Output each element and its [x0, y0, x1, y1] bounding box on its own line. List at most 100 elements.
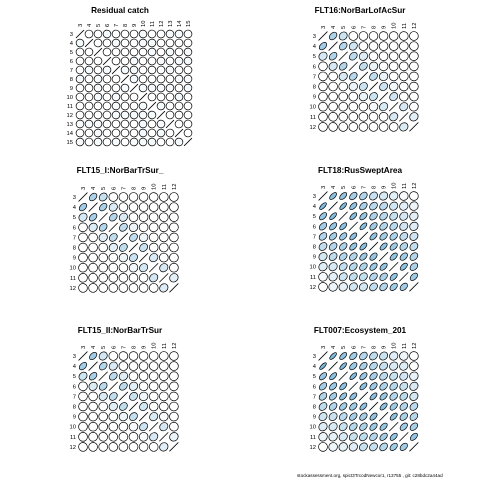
- correlation-ellipse: [128, 273, 139, 283]
- column-tick-label: 12: [412, 183, 418, 189]
- correlation-ellipse: [359, 272, 368, 282]
- correlation-ellipse: [108, 242, 118, 253]
- correlation-ellipse: [183, 65, 193, 75]
- correlation-ellipse: [138, 38, 148, 48]
- column-tick-label: 3: [321, 346, 327, 349]
- correlation-ellipse: [120, 38, 130, 48]
- correlation-ellipse: [84, 110, 94, 120]
- column-tick-label: 7: [114, 24, 120, 27]
- column-tick-label: 6: [351, 26, 357, 29]
- correlation-ellipse: [75, 110, 85, 120]
- correlation-ellipse: [388, 41, 399, 51]
- correlation-ellipse: [318, 392, 328, 401]
- correlation-ellipse: [148, 401, 159, 412]
- correlation-ellipse: [118, 273, 129, 283]
- diagonal-mark: [118, 391, 129, 402]
- diagonal-mark: [318, 31, 328, 41]
- correlation-ellipse: [108, 411, 119, 422]
- correlation-ellipse: [128, 381, 139, 391]
- correlation-ellipse: [147, 128, 157, 138]
- diagonal-mark: [388, 261, 399, 272]
- correlation-ellipse: [359, 191, 368, 201]
- correlation-ellipse: [318, 222, 328, 231]
- correlation-ellipse: [389, 282, 398, 291]
- correlation-ellipse: [129, 233, 138, 242]
- correlation-ellipse: [409, 51, 419, 61]
- correlation-ellipse: [399, 91, 409, 102]
- correlation-ellipse: [165, 65, 175, 75]
- correlation-ellipse: [109, 212, 118, 222]
- correlation-ellipse: [339, 222, 348, 231]
- correlation-ellipse: [183, 128, 193, 138]
- correlation-ellipse: [109, 371, 118, 381]
- row-tick-label: 6: [73, 384, 76, 390]
- diagonal-mark: [338, 51, 348, 61]
- correlation-ellipse: [102, 137, 112, 147]
- diagonal-mark: [348, 221, 359, 232]
- correlation-ellipse: [339, 362, 347, 370]
- correlation-ellipse: [399, 381, 409, 391]
- correlation-ellipse: [138, 283, 149, 293]
- correlation-ellipse: [108, 273, 119, 283]
- correlation-ellipse: [129, 65, 139, 75]
- correlation-ellipse: [138, 137, 148, 147]
- column-tick-label: 5: [341, 346, 347, 349]
- correlation-ellipse: [399, 41, 409, 51]
- diagonal-mark: [159, 432, 169, 442]
- panel-2: FLT16:NorBarLofAcSur 3 4 5 6 7 8 9 10 11 12 3 4 5 6 7 8 9…: [310, 6, 419, 132]
- correlation-ellipse: [98, 442, 108, 452]
- row-tick-label: 9: [313, 415, 316, 421]
- correlation-ellipse: [159, 242, 169, 253]
- correlation-ellipse: [378, 112, 389, 122]
- correlation-ellipse: [138, 381, 149, 392]
- correlation-ellipse: [338, 101, 348, 112]
- row-tick-label: 7: [313, 74, 316, 80]
- correlation-ellipse: [147, 110, 157, 120]
- correlation-ellipse: [409, 41, 419, 51]
- correlation-ellipse: [339, 382, 348, 391]
- correlation-ellipse: [389, 201, 399, 211]
- correlation-ellipse: [183, 92, 193, 102]
- column-tick-label: 8: [372, 186, 378, 189]
- correlation-ellipse: [89, 351, 98, 361]
- correlation-ellipse: [102, 74, 112, 84]
- diagonal-mark: [378, 91, 389, 102]
- correlation-ellipse: [338, 422, 348, 432]
- row-tick-label: 11: [67, 104, 73, 110]
- diagonal-mark: [358, 231, 369, 242]
- correlation-ellipse: [358, 101, 369, 112]
- correlation-ellipse: [339, 402, 348, 411]
- correlation-ellipse: [111, 38, 121, 48]
- correlation-ellipse: [349, 351, 358, 361]
- row-tick-label: 11: [70, 435, 76, 441]
- correlation-ellipse: [148, 202, 159, 212]
- correlation-ellipse: [88, 372, 98, 381]
- correlation-ellipse: [409, 31, 419, 41]
- column-tick-label: 12: [172, 184, 178, 190]
- diagonal-mark: [98, 371, 108, 381]
- correlation-ellipse: [120, 128, 130, 138]
- column-tick-label: 5: [101, 346, 107, 349]
- correlation-ellipse: [318, 242, 328, 251]
- correlation-ellipse: [149, 412, 159, 422]
- correlation-ellipse: [138, 128, 148, 138]
- correlation-ellipse: [358, 122, 369, 132]
- row-tick-label: 12: [67, 113, 73, 119]
- correlation-ellipse: [369, 191, 378, 201]
- correlation-ellipse: [75, 128, 85, 138]
- correlation-ellipse: [108, 442, 119, 452]
- correlation-ellipse: [328, 402, 338, 411]
- correlation-ellipse: [129, 110, 139, 120]
- correlation-ellipse: [129, 92, 139, 102]
- correlation-ellipse: [318, 402, 328, 411]
- correlation-ellipse: [78, 391, 88, 402]
- column-tick-label: 9: [142, 187, 148, 190]
- correlation-ellipse: [338, 41, 348, 51]
- correlation-ellipse: [108, 421, 119, 432]
- correlation-ellipse: [329, 212, 337, 221]
- correlation-ellipse: [93, 29, 103, 39]
- correlation-ellipse: [159, 411, 169, 422]
- row-tick-label: 7: [313, 394, 316, 400]
- correlation-ellipse: [147, 74, 157, 84]
- correlation-ellipse: [348, 432, 358, 442]
